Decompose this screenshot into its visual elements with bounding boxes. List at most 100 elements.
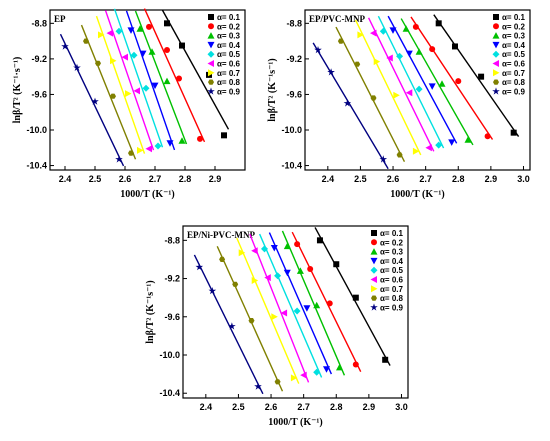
data-point xyxy=(137,146,144,154)
legend-entry: α= 0.4 xyxy=(502,41,525,50)
chart-panel-2: 2.4 2.5 2.6 2.7 2.8 2.9 3.0 -8.8 -9.2 -9.6 -10.0 -1… xyxy=(267,9,531,200)
legend-entry: α= 0.1 xyxy=(380,229,403,238)
data-point xyxy=(238,249,246,257)
plot-frame xyxy=(49,9,246,171)
legend-marker xyxy=(208,14,214,20)
data-point xyxy=(412,147,420,155)
x-tick-label: 2.6 xyxy=(119,174,132,184)
legend-marker xyxy=(492,60,499,67)
data-point xyxy=(438,80,446,87)
legend-marker xyxy=(208,69,215,77)
x-axis-label: 1000/T (K⁻¹) xyxy=(268,417,322,428)
x-tick-label: 2.9 xyxy=(485,174,498,184)
data-point xyxy=(313,368,321,376)
legend-marker xyxy=(370,266,378,274)
data-point xyxy=(396,152,403,158)
data-point xyxy=(271,313,278,321)
y-axis-label: lnβ/T² (K⁻¹·s⁻¹) xyxy=(12,57,23,124)
data-point xyxy=(197,135,203,142)
data-point xyxy=(219,256,226,262)
data-point xyxy=(484,133,491,140)
data-point xyxy=(290,374,298,382)
fit-line-series-5 xyxy=(258,233,323,378)
x-tick-label: 2.7 xyxy=(149,174,162,184)
x-tick-label: 2.8 xyxy=(330,402,343,412)
legend-entry: α= 0.8 xyxy=(217,78,240,87)
data-point xyxy=(145,145,152,153)
data-point xyxy=(110,57,117,65)
fit-line-series-3 xyxy=(400,18,474,146)
data-point xyxy=(357,31,364,39)
data-point xyxy=(133,87,140,95)
data-point xyxy=(415,48,423,55)
y-tick-label: -10.0 xyxy=(281,125,302,135)
legend-marker xyxy=(371,230,377,236)
y-tick-label: -8.8 xyxy=(164,235,180,245)
data-point xyxy=(115,155,123,163)
x-tick-label: 2.6 xyxy=(265,402,278,412)
legend-entry: α= 0.1 xyxy=(217,13,240,22)
data-point xyxy=(293,307,301,315)
data-point xyxy=(327,68,335,76)
data-point xyxy=(264,274,271,282)
legend-entry: α= 0.6 xyxy=(380,276,403,285)
data-point xyxy=(61,42,69,50)
x-axis-label: 1000/T (K⁻¹) xyxy=(120,189,174,200)
chart-title: EP xyxy=(54,14,66,24)
data-point xyxy=(127,27,135,34)
data-point xyxy=(379,155,388,163)
data-point xyxy=(208,287,217,295)
data-point xyxy=(300,371,307,379)
data-point xyxy=(379,27,387,35)
data-point xyxy=(336,363,343,371)
legend-entry: α= 0.3 xyxy=(502,32,525,41)
data-point xyxy=(313,301,321,309)
legend-marker xyxy=(371,239,377,246)
legend-marker xyxy=(492,32,500,39)
legend-entry: α= 0.6 xyxy=(217,60,240,69)
legend-entry: α= 0.6 xyxy=(502,60,525,69)
fit-line-series-8 xyxy=(80,24,137,160)
data-point xyxy=(323,366,330,373)
fit-line-series-4 xyxy=(125,10,176,151)
fit-line-series-5 xyxy=(113,8,164,148)
chart-panel-1: 2.4 2.5 2.6 2.7 2.8 2.9 -8.8 -9.2 -9.6 -10.0 -10.4… xyxy=(12,8,246,200)
y-tick-label: -9.2 xyxy=(286,54,302,64)
data-point xyxy=(429,46,436,53)
data-point xyxy=(176,75,182,82)
data-point xyxy=(164,20,170,27)
fit-line-series-1 xyxy=(433,14,520,137)
x-tick-label: 2.9 xyxy=(363,402,376,412)
fit-line-series-9 xyxy=(59,33,125,167)
legend-entry: α= 0.4 xyxy=(380,257,403,266)
legend-marker xyxy=(207,50,215,58)
y-tick-label: -10.4 xyxy=(159,388,180,398)
y-tick-label: -9.2 xyxy=(31,54,47,64)
data-point xyxy=(337,38,344,44)
data-point xyxy=(136,25,144,32)
x-tick-label: 2.5 xyxy=(89,174,102,184)
data-point xyxy=(352,294,359,301)
legend-marker xyxy=(492,41,500,49)
data-point xyxy=(396,52,404,60)
data-point xyxy=(354,61,361,67)
data-point xyxy=(412,23,419,30)
data-point xyxy=(373,58,381,66)
fit-line-series-1 xyxy=(314,227,391,366)
data-point xyxy=(251,247,258,255)
data-point xyxy=(393,91,400,99)
data-point xyxy=(151,82,159,90)
data-point xyxy=(232,281,239,287)
x-tick-label: 2.9 xyxy=(209,174,222,184)
data-point xyxy=(83,38,89,44)
x-tick-label: 2.5 xyxy=(354,174,367,184)
x-tick-label: 2.4 xyxy=(200,402,213,412)
legend-entry: α= 0.3 xyxy=(217,32,240,41)
legend-entry: α= 0.2 xyxy=(380,238,403,247)
fit-line-series-6 xyxy=(249,233,310,383)
fit-line-series-4 xyxy=(268,232,333,375)
data-point xyxy=(163,77,171,85)
data-point xyxy=(452,43,458,50)
data-point xyxy=(248,318,255,324)
data-point xyxy=(95,60,101,66)
